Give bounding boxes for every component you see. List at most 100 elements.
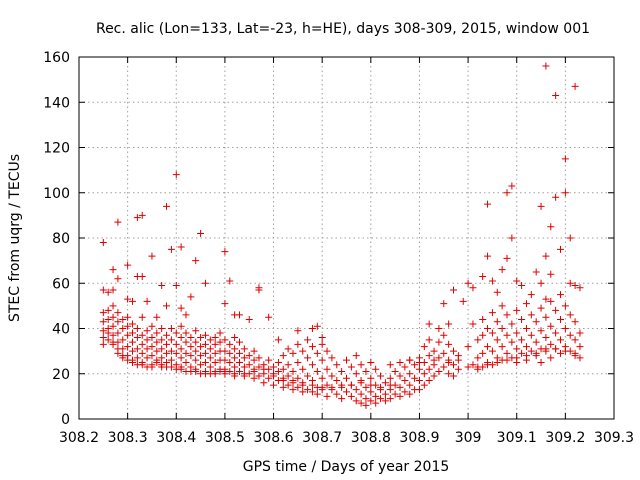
- data-point: [561, 155, 569, 163]
- data-point: [406, 390, 414, 398]
- data-point: [163, 349, 171, 357]
- data-point: [299, 381, 307, 389]
- data-point: [484, 325, 492, 332]
- data-point: [406, 356, 414, 364]
- data-point: [124, 331, 132, 339]
- data-point: [313, 390, 321, 398]
- data-point: [294, 340, 302, 348]
- data-point: [158, 345, 166, 353]
- data-point: [153, 329, 161, 337]
- data-point: [187, 343, 195, 351]
- data-point: [386, 374, 394, 382]
- data-point: [372, 365, 380, 373]
- data-point: [503, 356, 511, 364]
- data-point: [308, 361, 316, 369]
- data-point: [192, 257, 200, 265]
- data-point: [464, 343, 472, 351]
- data-point: [172, 349, 180, 357]
- data-point: [221, 336, 229, 344]
- data-point: [289, 349, 297, 357]
- data-point: [571, 336, 579, 344]
- data-point: [148, 252, 156, 260]
- data-point: [377, 395, 385, 403]
- tick-labels: 308.2 308.3 308.4 308.5 308.6 308.7 308.8 308.9…: [43, 50, 634, 446]
- data-point: [221, 248, 229, 256]
- data-point: [532, 318, 540, 326]
- data-point: [124, 261, 132, 269]
- data-point: [245, 315, 253, 323]
- data-point: [547, 322, 555, 330]
- data-point: [435, 367, 443, 375]
- y-tick-label: 160: [43, 50, 70, 66]
- data-point: [503, 331, 511, 339]
- data-point: [114, 345, 122, 353]
- data-point: [445, 320, 453, 328]
- x-tick-label: 308.6: [253, 430, 293, 446]
- data-point: [124, 295, 132, 303]
- data-point: [547, 270, 555, 278]
- data-point: [396, 392, 404, 400]
- data-point: [99, 318, 107, 326]
- data-point: [270, 381, 278, 389]
- data-point: [367, 388, 375, 396]
- data-point: [158, 361, 166, 369]
- data-point: [114, 275, 122, 283]
- data-point: [138, 340, 146, 348]
- data-point: [163, 340, 171, 348]
- data-point: [566, 279, 574, 287]
- data-point: [109, 338, 117, 346]
- data-point: [133, 345, 141, 353]
- data-point: [192, 367, 200, 375]
- data-point: [172, 282, 180, 290]
- data-point: [406, 370, 414, 378]
- data-point: [503, 311, 511, 319]
- data-point: [197, 361, 205, 369]
- data-point: [333, 377, 341, 385]
- data-point: [367, 381, 375, 389]
- data-point: [177, 243, 185, 251]
- data-point: [435, 338, 443, 346]
- y-axis-label: STEC from uqrg / TECUs: [7, 154, 23, 322]
- data-point: [411, 361, 419, 369]
- data-point: [284, 372, 292, 380]
- data-point: [172, 171, 180, 179]
- data-point: [211, 370, 219, 378]
- data-point: [172, 329, 180, 337]
- data-point: [522, 300, 530, 308]
- data-point: [109, 322, 117, 330]
- data-point: [284, 345, 292, 353]
- data-point: [236, 349, 243, 357]
- data-point: [464, 279, 472, 287]
- data-point: [231, 354, 239, 362]
- data-point: [182, 358, 190, 366]
- data-point: [430, 347, 438, 355]
- data-point: [294, 327, 302, 335]
- data-point: [557, 245, 564, 253]
- data-point: [177, 322, 185, 330]
- data-point: [547, 297, 555, 305]
- data-point: [182, 349, 190, 357]
- data-point: [527, 291, 535, 299]
- data-point: [493, 336, 501, 344]
- data-point: [508, 182, 516, 190]
- data-point: [445, 358, 453, 366]
- data-point: [372, 392, 380, 400]
- data-point: [158, 336, 166, 344]
- data-point: [542, 313, 550, 321]
- data-point: [299, 388, 307, 396]
- data-point: [367, 374, 375, 382]
- x-tick-label: 308.4: [156, 430, 196, 446]
- data-point: [129, 338, 136, 346]
- data-point: [571, 318, 579, 326]
- data-point: [352, 397, 360, 405]
- data-point: [522, 343, 530, 351]
- data-point: [99, 327, 107, 335]
- data-point: [323, 365, 331, 373]
- data-point: [328, 354, 336, 362]
- data-point: [221, 356, 229, 364]
- data-point: [454, 365, 462, 373]
- data-point: [153, 338, 161, 346]
- data-point: [226, 349, 234, 357]
- data-point: [352, 352, 360, 360]
